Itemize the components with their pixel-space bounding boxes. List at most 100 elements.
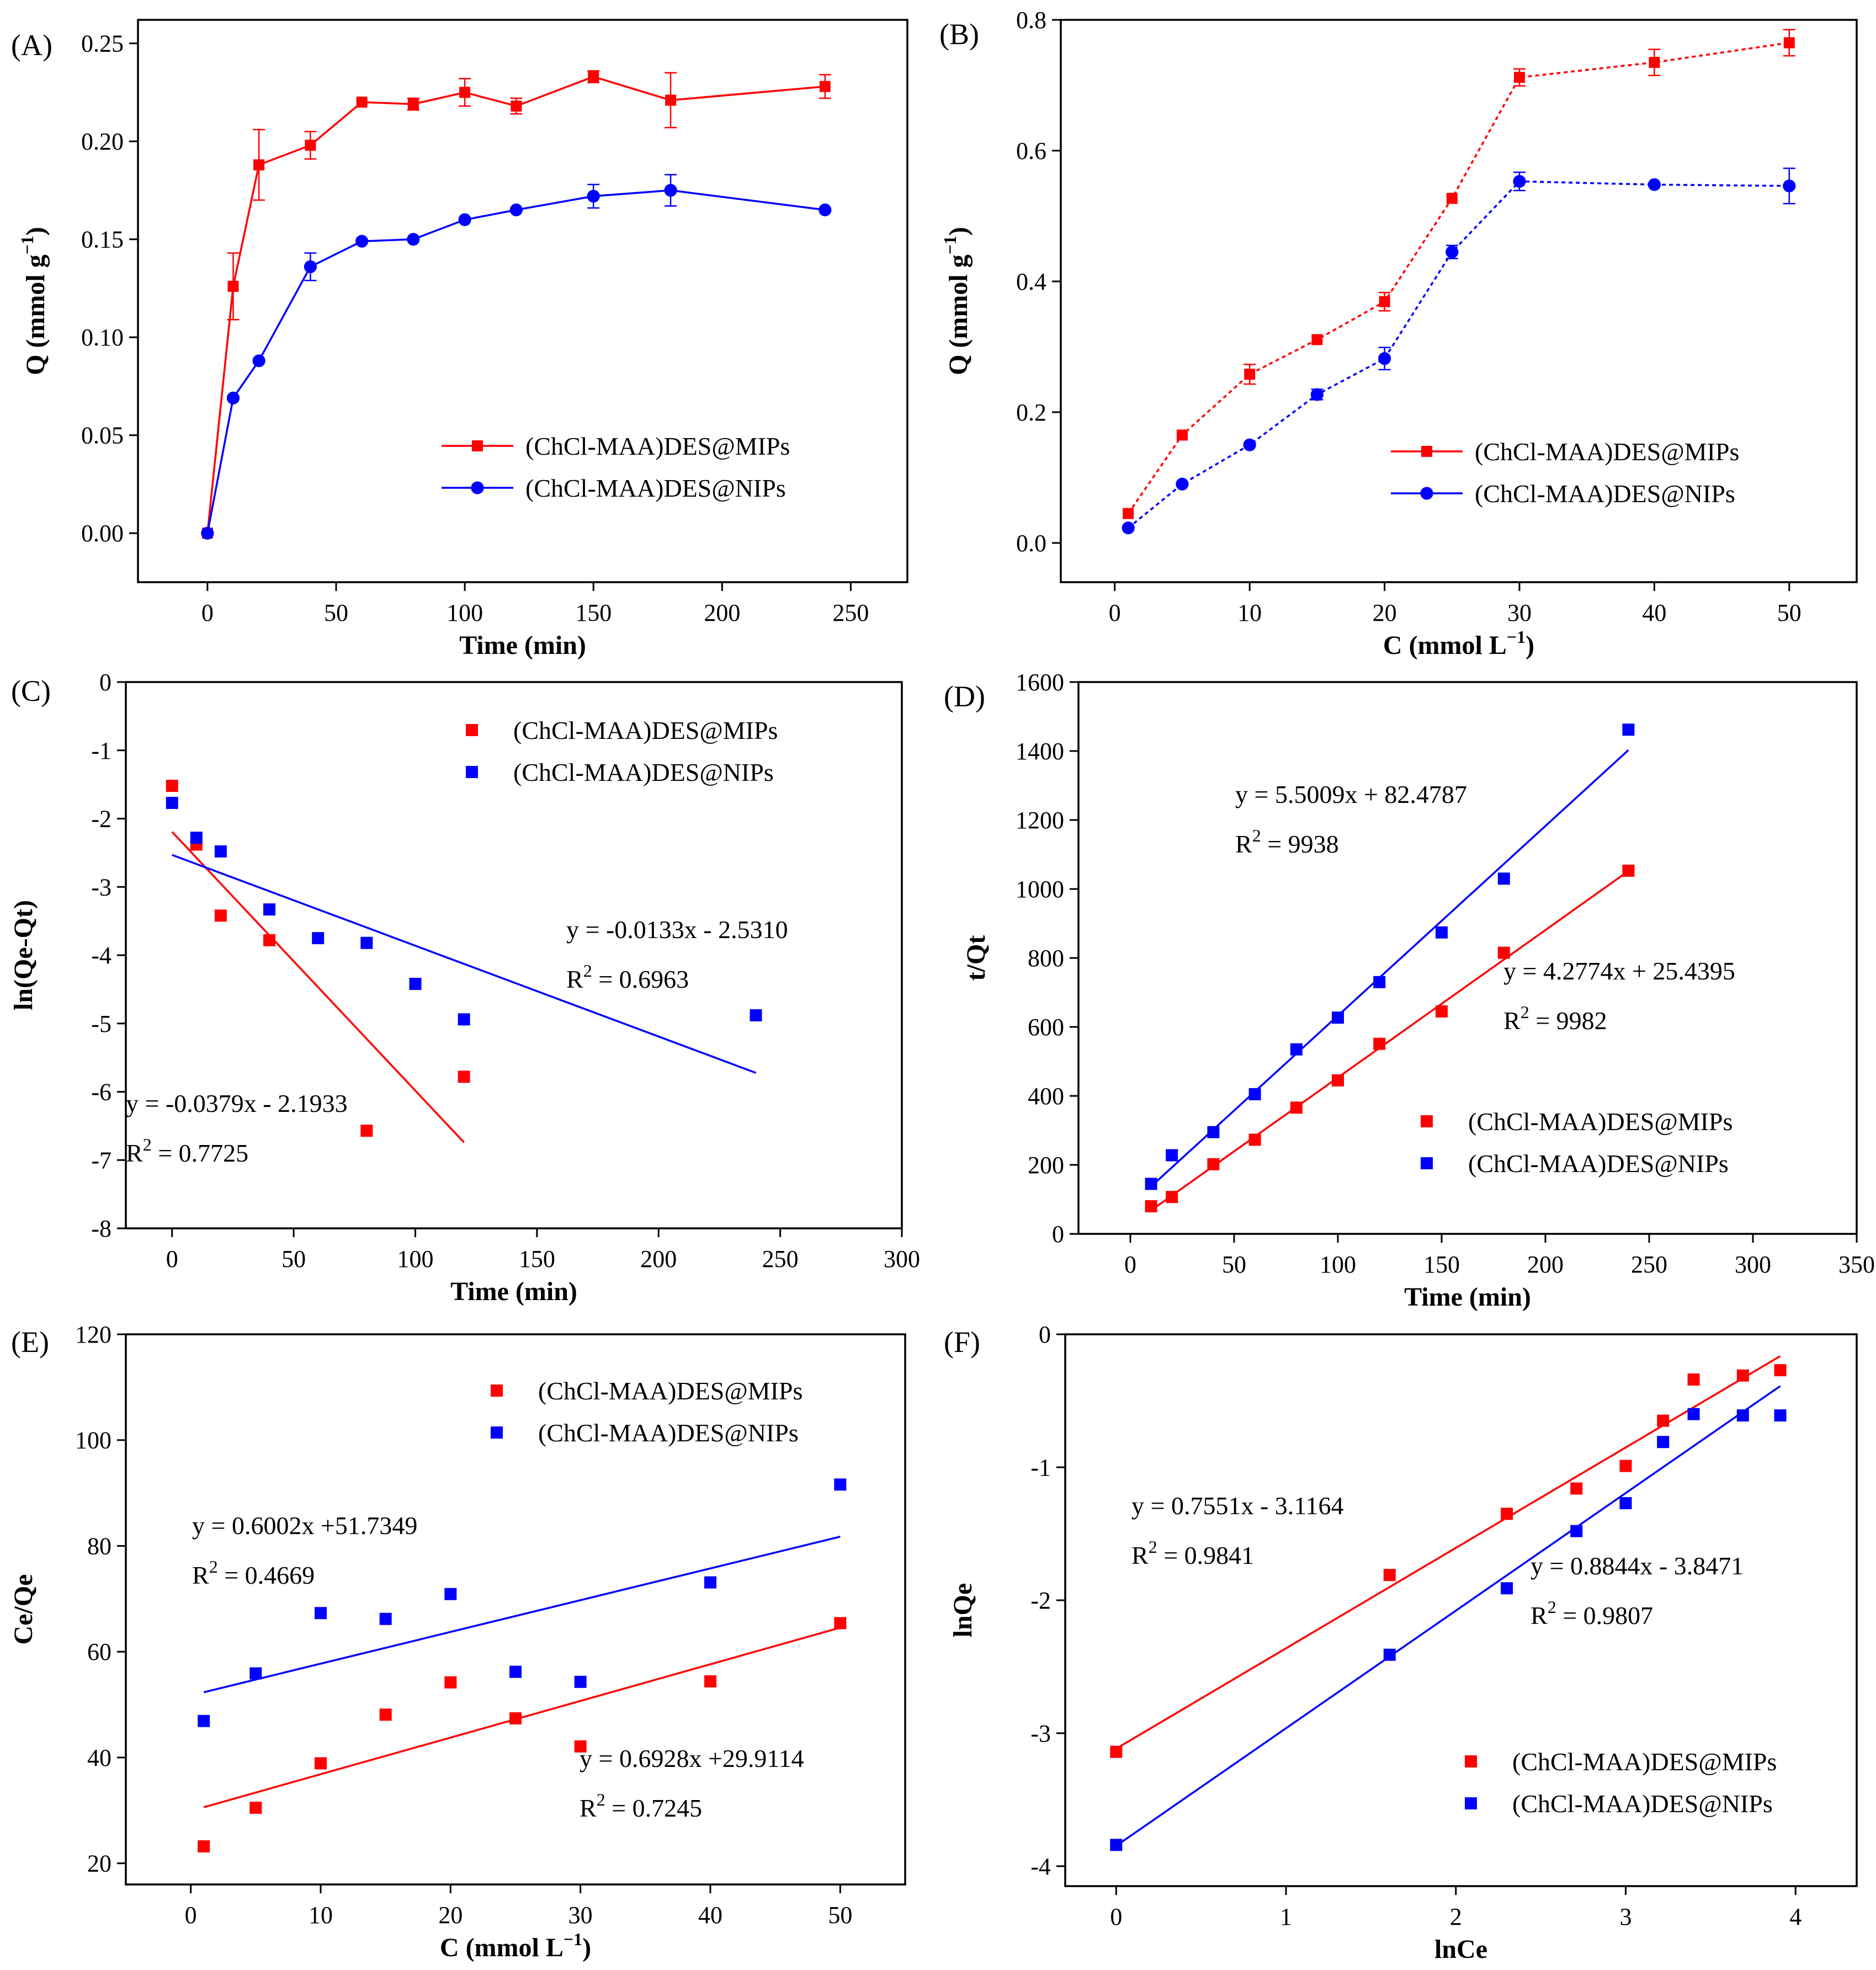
- panel-label: (E): [11, 1325, 49, 1359]
- data-point: [1311, 334, 1323, 345]
- fit-equation-text: y = -0.0133x - 2.5310: [566, 915, 788, 944]
- y-tick-label: 0.15: [81, 226, 124, 253]
- fit-r2-text: R2 = 0.9841: [1131, 1537, 1254, 1569]
- data-point: [1436, 926, 1448, 939]
- fit-equation-nips: y = 0.6002x +51.7349 R2 = 0.4669: [192, 1511, 417, 1589]
- data-point: [1570, 1525, 1583, 1537]
- legend-marker: [1421, 1157, 1433, 1169]
- legend-marker: [491, 1426, 503, 1439]
- fit-equation-text: y = 4.2774x + 25.4395: [1503, 957, 1735, 985]
- series-mips: [1145, 864, 1635, 1212]
- y-tick-label: 120: [75, 1321, 111, 1348]
- series-nips: [1122, 167, 1796, 535]
- y-tick-label: -4: [1030, 1853, 1051, 1880]
- series-nips: [198, 1478, 847, 1727]
- data-point: [459, 87, 471, 98]
- x-axis-title: C (mmol L−1): [1383, 627, 1534, 660]
- y-tick-label: 1200: [1016, 807, 1064, 834]
- panel-b: (B) 0 10 20 30 40 50 0.0 0.2 0.4 0.6 0.8 C (mmol L−1…: [939, 7, 1858, 660]
- legend-marker: [1465, 1755, 1477, 1767]
- y-axis-title: Ce/Qe: [9, 1574, 38, 1645]
- legend-marker: [472, 440, 483, 451]
- y-tick-label: 0.00: [81, 520, 124, 547]
- fit-equation-text: y = 0.6928x +29.9114: [580, 1744, 804, 1772]
- y-tick-label: 0.8: [1016, 7, 1046, 34]
- y-tick-label: -5: [91, 1010, 111, 1037]
- x-tick-label: 50: [828, 1902, 852, 1929]
- x-axis-title: Time (min): [1404, 1282, 1531, 1312]
- fit-equation-nips: y = 5.5009x + 82.4787 R2 = 9938: [1235, 780, 1467, 858]
- data-point: [750, 1009, 762, 1021]
- data-point: [166, 780, 178, 792]
- data-point: [834, 1617, 847, 1630]
- legend-label: (ChCl-MAA)DES@NIPs: [513, 758, 774, 786]
- fit-line: [172, 854, 757, 1074]
- data-point: [379, 1708, 392, 1721]
- y-tick-label: 1000: [1016, 876, 1064, 903]
- data-point: [1736, 1409, 1749, 1421]
- data-point: [227, 280, 239, 292]
- x-tick-label: 0: [1110, 1903, 1122, 1930]
- data-point: [304, 260, 317, 273]
- data-point: [1310, 388, 1324, 401]
- data-point: [1649, 57, 1660, 68]
- x-tick-label: 0: [201, 599, 214, 626]
- panel-label: (D): [944, 680, 985, 713]
- legend-entry-nips: (ChCl-MAA)DES@NIPs: [1465, 1790, 1773, 1818]
- x-tick-label: 250: [1631, 1251, 1667, 1278]
- y-tick-label: -6: [91, 1079, 111, 1106]
- series-line: [1128, 180, 1789, 529]
- legend-label: (ChCl-MAA)DES@NIPs: [1468, 1149, 1729, 1178]
- data-point: [1687, 1408, 1700, 1420]
- y-tick-label: 1400: [1016, 738, 1064, 765]
- y-tick-label: 40: [87, 1744, 111, 1771]
- plot-frame: [137, 19, 908, 583]
- series-nips: [1110, 1385, 1787, 1851]
- series-mips: [1123, 29, 1795, 519]
- panel-label: (F): [944, 1325, 980, 1359]
- y-tick-label: -2: [91, 806, 111, 833]
- x-tick-label: 100: [397, 1245, 433, 1272]
- data-point: [444, 1588, 457, 1600]
- data-point: [1657, 1414, 1670, 1427]
- data-point: [1290, 1101, 1303, 1114]
- data-point: [1248, 1133, 1261, 1146]
- x-tick-label: 200: [640, 1245, 677, 1272]
- fit-line: [203, 1626, 841, 1808]
- y-tick-label: 0.4: [1016, 268, 1046, 295]
- y-axis-title: Q (mmol g−1): [17, 227, 50, 375]
- fit-equation-text: y = 0.8844x - 3.8471: [1530, 1552, 1744, 1580]
- legend-entry-mips: (ChCl-MAA)DES@MIPs: [1391, 438, 1739, 466]
- legend-label: (ChCl-MAA)DES@MIPs: [525, 432, 790, 460]
- data-point: [263, 934, 276, 946]
- fit-line: [171, 831, 465, 1143]
- data-point: [1176, 429, 1188, 441]
- legend-entry-nips: (ChCl-MAA)DES@NIPs: [1391, 480, 1735, 508]
- data-point: [1383, 1569, 1396, 1582]
- x-tick-label: 100: [447, 599, 483, 626]
- data-point: [1783, 179, 1796, 193]
- data-point: [1446, 193, 1458, 204]
- fit-equation-text: y = 0.6002x +51.7349: [192, 1511, 417, 1540]
- x-tick-label: 0: [1124, 1251, 1136, 1278]
- data-point: [1243, 438, 1256, 451]
- data-point: [1687, 1373, 1700, 1386]
- data-point: [1166, 1191, 1178, 1204]
- data-point: [1373, 976, 1386, 988]
- data-point: [407, 98, 419, 110]
- data-point: [1123, 508, 1134, 519]
- data-point: [819, 203, 832, 217]
- data-point: [588, 71, 599, 82]
- data-point: [249, 1667, 262, 1680]
- legend-entry-nips: (ChCl-MAA)DES@NIPs: [1421, 1149, 1729, 1178]
- data-point: [1622, 723, 1635, 736]
- data-point: [198, 1840, 210, 1852]
- fit-line: [1150, 749, 1629, 1188]
- series-mips: [166, 780, 470, 1143]
- series-nips: [166, 797, 762, 1074]
- data-point: [1648, 178, 1661, 191]
- y-tick-label: 20: [87, 1850, 111, 1877]
- data-point: [1436, 1005, 1448, 1018]
- fit-r2-text: R2 = 0.7245: [580, 1790, 702, 1822]
